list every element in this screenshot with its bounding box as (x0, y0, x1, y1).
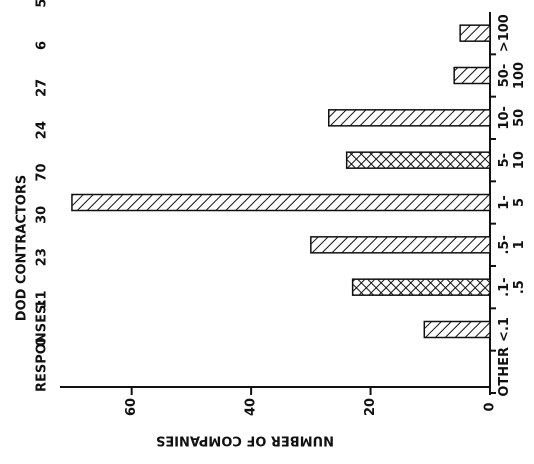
x-tick-label-line: 50- (497, 64, 512, 88)
bar (423, 320, 491, 339)
x-tick-label-line: 5- (497, 153, 512, 167)
x-tick-label: 5-10 (497, 151, 527, 169)
x-tick-label-line: 100 (512, 62, 527, 89)
x-tick-label-line: .5- (497, 235, 512, 254)
response-count: 11 (35, 290, 50, 308)
axis-title: NUMBER OF COMPANIES (156, 433, 334, 448)
responses-label: RESPONSES: (35, 299, 50, 392)
y-tick-label: 40 (244, 398, 259, 416)
response-count: 23 (35, 248, 50, 266)
x-tick-label-line: 10- (497, 106, 512, 130)
x-tick-label-line: >100 (497, 14, 512, 52)
x-tick-label-line: 10 (512, 151, 527, 169)
x-tick-label: <.1 (497, 317, 512, 342)
x-tick-label: OTHER (497, 347, 512, 397)
response-count: 24 (35, 121, 50, 139)
response-count: 6 (35, 41, 50, 50)
x-tick-label-line: .1- (497, 277, 512, 296)
x-tick-label-line: 5 (512, 198, 527, 207)
x-tick-label-line: 1 (512, 240, 527, 249)
x-tick-label-line: .5 (512, 280, 527, 294)
x-tick-label: 50-100 (497, 62, 527, 89)
response-count: 27 (35, 79, 50, 97)
y-tick-label: 0 (483, 402, 498, 411)
y-tick-label: 60 (124, 398, 139, 416)
bar (71, 193, 491, 212)
bar (345, 151, 491, 169)
response-count: 0 (35, 337, 50, 346)
bar (351, 278, 491, 296)
bar (310, 236, 491, 254)
x-tick-label: 1-5 (497, 195, 527, 209)
response-count: 70 (35, 163, 50, 181)
x-tick-label: 10-50 (497, 106, 527, 130)
x-tick-label-line: 50 (512, 109, 527, 127)
x-tick-label: .5-1 (497, 235, 527, 254)
x-tick-label: >100 (497, 14, 512, 52)
x-tick-label: .1-.5 (497, 277, 527, 296)
response-count: 5 (35, 0, 50, 8)
x-tick-label-line: 1- (497, 195, 512, 209)
chart-title: DOD CONTRACTORS (15, 175, 30, 321)
y-tick-label: 20 (363, 398, 378, 416)
x-tick-label-line: OTHER (497, 347, 512, 397)
x-tick-label-line: <.1 (497, 317, 512, 342)
bar (453, 66, 491, 85)
bar (328, 109, 491, 127)
bar (459, 24, 491, 42)
response-count: 30 (35, 206, 50, 224)
